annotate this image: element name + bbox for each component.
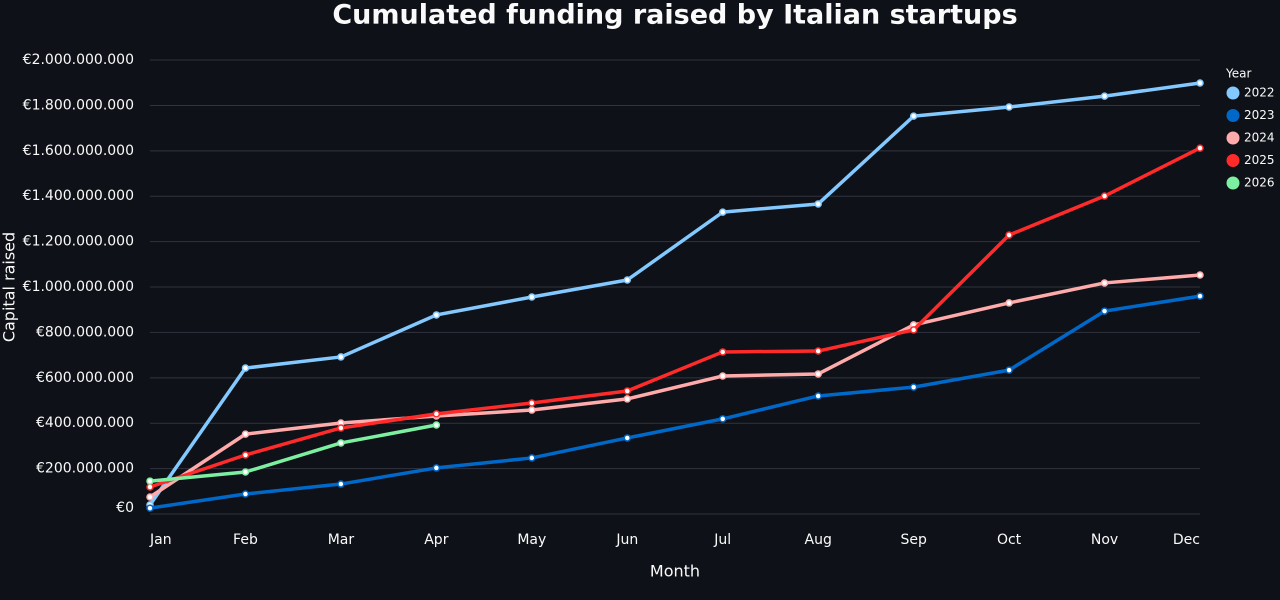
x-tick-label: May: [517, 532, 546, 548]
data-point: [718, 415, 727, 423]
data-point: [909, 383, 918, 391]
x-tick-label: Aug: [805, 532, 832, 548]
data-point: [718, 348, 727, 356]
x-tick-label: Oct: [997, 532, 1022, 548]
legend-label: 2025: [1244, 153, 1275, 167]
data-point: [623, 395, 632, 403]
data-point: [432, 421, 441, 429]
series-line: [149, 423, 437, 483]
data-point: [146, 483, 154, 491]
chart-title: Cumulated funding raised by Italian star…: [332, 0, 1017, 31]
x-tick-label: Jul: [713, 532, 731, 548]
data-point: [241, 490, 250, 498]
data-point: [1196, 79, 1204, 87]
data-point: [241, 430, 250, 438]
data-point: [146, 493, 154, 501]
legend-swatch: [1226, 176, 1240, 190]
data-point: [241, 364, 250, 372]
data-point: [814, 347, 822, 355]
data-point: [1005, 366, 1013, 374]
y-tick-label: €1.400.000.000: [23, 188, 134, 204]
data-point: [1005, 231, 1013, 239]
data-point: [623, 387, 632, 395]
data-point: [432, 311, 441, 319]
x-tick-label: Nov: [1091, 532, 1118, 548]
data-point: [146, 504, 154, 512]
data-point: [528, 454, 536, 462]
data-point: [432, 410, 441, 418]
y-tick-label: €1.200.000.000: [23, 234, 134, 250]
legend-label: 2026: [1244, 176, 1275, 190]
data-point: [1100, 307, 1109, 315]
data-point: [718, 208, 727, 216]
data-point: [241, 451, 250, 459]
x-tick-label: Apr: [424, 532, 448, 548]
series-line: [149, 294, 1201, 510]
data-point: [814, 370, 822, 378]
data-point: [1005, 299, 1013, 307]
data-point: [241, 468, 250, 476]
data-point: [1196, 271, 1204, 279]
data-point: [623, 434, 632, 442]
legend-swatch: [1226, 131, 1240, 145]
data-point: [814, 392, 822, 400]
data-point: [909, 326, 918, 334]
data-point: [146, 477, 154, 485]
data-point: [1196, 144, 1204, 152]
series-line: [148, 81, 1201, 506]
data-point: [814, 200, 822, 208]
y-tick-label: €0: [116, 500, 134, 516]
x-tick-label: Sep: [900, 532, 927, 548]
data-point: [528, 293, 536, 301]
legend-swatch: [1226, 109, 1240, 122]
legend-swatch: [1226, 154, 1240, 167]
x-tick-label: Jun: [615, 532, 638, 548]
y-tick-label: €1.000.000.000: [23, 279, 134, 295]
legend-swatch: [1226, 86, 1240, 100]
y-tick-label: €1.600.000.000: [23, 143, 134, 159]
data-point: [909, 112, 918, 120]
y-tick-label: €2.000.000.000: [23, 52, 134, 68]
legend-label: 2022: [1244, 86, 1275, 100]
x-tick-label: Mar: [328, 532, 355, 548]
y-tick-label: €400.000.000: [36, 415, 134, 431]
data-point: [432, 464, 441, 472]
data-point: [1100, 192, 1109, 200]
data-point: [337, 353, 345, 361]
y-axis-label: Capital raised: [0, 232, 19, 342]
data-point: [623, 276, 632, 284]
data-point: [337, 424, 345, 432]
data-point: [528, 399, 536, 407]
x-axis-label: Month: [650, 562, 700, 581]
y-tick-label: €800.000.000: [36, 324, 134, 340]
x-tick-label: Dec: [1173, 532, 1200, 548]
data-point: [1005, 103, 1013, 111]
data-point: [1100, 92, 1109, 100]
y-tick-label: €1.800.000.000: [23, 97, 134, 113]
data-point: [1100, 279, 1109, 287]
y-tick-label: €600.000.000: [36, 370, 134, 386]
x-tick-label: Jan: [149, 532, 172, 548]
legend-label: 2023: [1244, 108, 1275, 122]
series-line: [149, 273, 1201, 499]
data-point: [337, 480, 345, 488]
data-point: [1196, 292, 1204, 300]
y-tick-label: €200.000.000: [36, 461, 134, 477]
data-point: [337, 439, 345, 447]
series-line: [149, 146, 1201, 489]
legend-title: Year: [1225, 67, 1251, 81]
x-tick-label: Feb: [233, 532, 258, 548]
data-point: [718, 372, 727, 380]
legend-label: 2024: [1244, 131, 1275, 145]
data-point: [528, 406, 536, 414]
